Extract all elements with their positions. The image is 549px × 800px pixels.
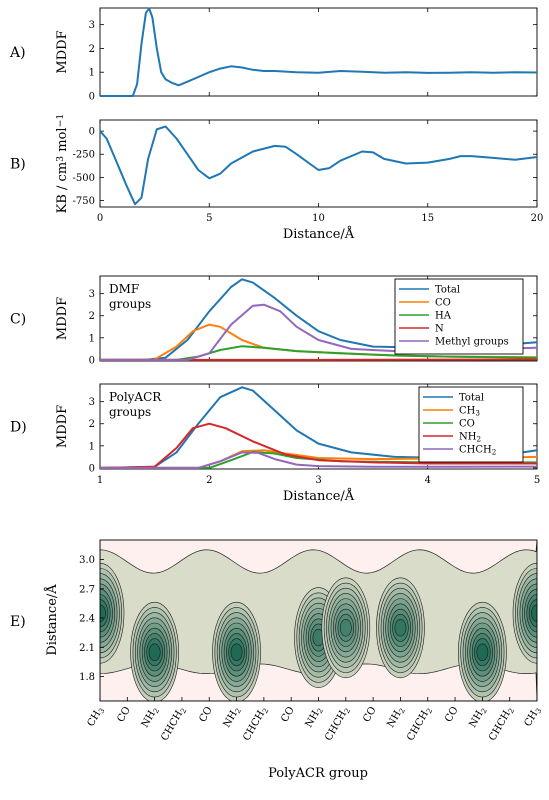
x-category-label: CHCH2 (323, 705, 352, 743)
legend-label: N (435, 324, 444, 335)
panel-label: A) (9, 45, 26, 61)
panel-label: C) (10, 312, 26, 328)
y-tick-label: 1 (89, 441, 95, 452)
contour-field (100, 540, 537, 701)
panel-label: D) (10, 420, 27, 436)
x-tick-label: 5 (534, 475, 540, 486)
y-tick-label: -250 (73, 150, 95, 161)
contour-level (531, 604, 537, 622)
contour-level (148, 643, 161, 661)
legend-label: NH2 (459, 432, 481, 444)
y-tick-label: 1 (89, 333, 95, 344)
x-category-label: NH2 (304, 705, 325, 730)
y-axis-label: KB / cm3 mol−1 (55, 114, 70, 214)
legend-label: CO (435, 298, 451, 309)
legend-label: CH3 (459, 406, 480, 418)
x-tick-label: 15 (421, 213, 434, 224)
x-category-label: NH2 (140, 705, 161, 730)
x-tick-label: 1 (97, 475, 103, 486)
panel-annotation: groups (109, 405, 151, 419)
series-line-0 (99, 125, 538, 206)
y-axis-label: MDDF (55, 405, 70, 448)
series-line-0 (100, 7, 538, 97)
x-tick-label: 3 (315, 475, 321, 486)
y-tick-label: 3.0 (79, 555, 95, 566)
x-axis-label: Distance/Å (283, 488, 355, 504)
x-category-label: NH2 (385, 705, 406, 730)
x-axis-label: PolyACR group (268, 766, 368, 781)
y-tick-label: 2 (89, 44, 95, 55)
y-tick-label: 3 (89, 289, 95, 300)
y-tick-label: 0 (89, 127, 95, 138)
x-category-label: CH3 (523, 705, 544, 729)
x-tick-label: 4 (425, 475, 431, 486)
legend-label: Total (459, 393, 484, 404)
series-line-nh- (99, 422, 537, 469)
legend-label: CO (459, 419, 475, 430)
y-tick-label: 2 (89, 311, 95, 322)
x-category-label: CHCH2 (405, 705, 434, 743)
y-tick-label: 0 (89, 92, 95, 103)
x-category-label: CO (361, 705, 378, 724)
y-tick-label: 2.7 (79, 584, 95, 595)
y-tick-label: 2.1 (79, 643, 95, 654)
contour-level (394, 619, 407, 637)
x-category-label: CHCH2 (487, 705, 516, 743)
x-category-label: CHCH2 (241, 705, 270, 743)
contour-level (476, 643, 489, 661)
y-axis-label: MDDF (55, 30, 70, 73)
x-category-label: CHCH2 (159, 705, 188, 743)
legend-label: Methyl groups (435, 337, 509, 348)
y-tick-label: 1.8 (79, 672, 95, 683)
legend-label: Total (435, 285, 460, 296)
x-category-label: CH3 (86, 705, 107, 729)
x-tick-label: 20 (531, 213, 544, 224)
y-tick-label: -750 (73, 196, 95, 207)
y-tick-label: 2 (89, 419, 95, 430)
y-tick-label: 3 (89, 20, 95, 31)
x-tick-label: 10 (312, 213, 325, 224)
x-category-label: NH2 (467, 705, 488, 730)
y-tick-label: 1 (89, 68, 95, 79)
y-axis-label: MDDF (55, 297, 70, 340)
y-tick-label: 3 (89, 397, 95, 408)
panel-label: E) (10, 614, 26, 630)
plot-frame (99, 7, 538, 97)
panel-annotation: groups (109, 297, 151, 311)
x-category-label: CO (197, 705, 214, 724)
x-tick-label: 0 (97, 213, 103, 224)
legend-label: CHCH2 (459, 445, 496, 457)
plot-frame (99, 119, 538, 208)
y-tick-label: 0 (89, 463, 95, 474)
panel-annotation: PolyACR (109, 390, 162, 404)
x-category-label: CO (443, 705, 460, 724)
series-line-chch- (100, 451, 538, 469)
x-category-label: CO (279, 705, 296, 724)
y-tick-label: 0 (89, 355, 95, 366)
y-axis-label: Distance/Å (44, 584, 60, 656)
x-tick-label: 2 (206, 475, 212, 486)
legend-label: HA (435, 311, 452, 322)
panel-label: B) (10, 157, 26, 173)
y-tick-label: 2.4 (79, 614, 95, 625)
panel-annotation: DMF (109, 282, 139, 296)
x-category-label: CO (115, 705, 132, 724)
x-category-label: NH2 (222, 705, 243, 730)
x-tick-label: 5 (206, 213, 212, 224)
x-axis-label: Distance/Å (283, 226, 355, 242)
contour-level (339, 619, 352, 637)
y-tick-label: -500 (73, 173, 95, 184)
contour-level (230, 643, 243, 661)
series-line-ha (100, 345, 538, 361)
